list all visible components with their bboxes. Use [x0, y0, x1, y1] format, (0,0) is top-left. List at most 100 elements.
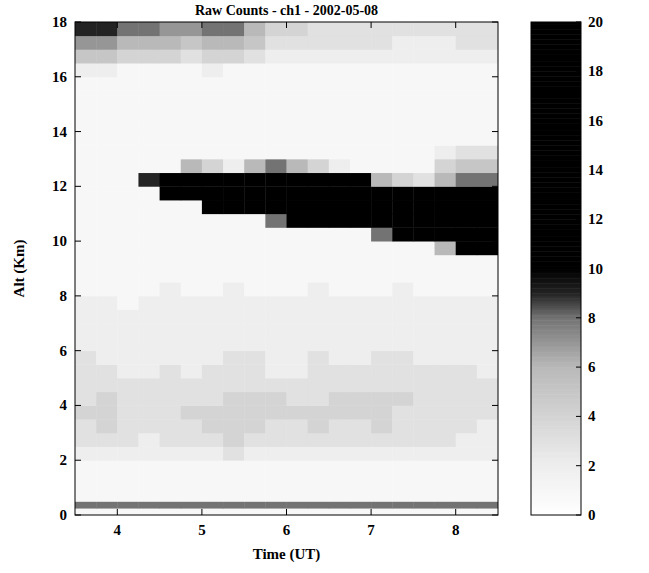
y-tick [75, 22, 81, 23]
cell [223, 323, 245, 337]
colorbar-tick [576, 71, 581, 72]
cell [160, 405, 182, 419]
cell [160, 508, 182, 515]
cell [223, 419, 245, 433]
cell [75, 405, 97, 419]
cell [308, 132, 330, 146]
cell [265, 392, 287, 406]
y-tick [492, 241, 498, 242]
cell [350, 77, 372, 91]
cell [371, 63, 393, 77]
cell [244, 351, 266, 365]
cell [435, 22, 457, 36]
cell [138, 214, 160, 228]
cell [308, 227, 330, 241]
cell [413, 447, 435, 461]
cell [477, 200, 498, 214]
x-tick [371, 22, 372, 28]
cell [138, 405, 160, 419]
cell [75, 460, 97, 474]
cell [96, 364, 118, 378]
cell [477, 488, 498, 502]
cell [371, 282, 393, 296]
cell [308, 323, 330, 337]
cell [413, 364, 435, 378]
cell [477, 296, 498, 310]
cell [435, 337, 457, 351]
colorbar-tick-label: 4 [588, 408, 596, 424]
x-tick [117, 22, 118, 28]
cell [456, 310, 478, 324]
cell [308, 200, 330, 214]
cell [138, 282, 160, 296]
y-tick [75, 405, 81, 406]
cell [181, 419, 203, 433]
cell [329, 282, 351, 296]
cell [96, 392, 118, 406]
cell [392, 447, 414, 461]
cell [456, 118, 478, 132]
cell [160, 241, 182, 255]
y-tick [75, 460, 81, 461]
cell [138, 104, 160, 118]
cell [244, 488, 266, 502]
cell [371, 364, 393, 378]
colorbar [531, 22, 581, 516]
cell [456, 433, 478, 447]
x-tick [455, 509, 456, 515]
cell [392, 460, 414, 474]
cell [160, 214, 182, 228]
cell [265, 77, 287, 91]
cell [75, 508, 97, 515]
cell [477, 447, 498, 461]
cell [392, 255, 414, 269]
cell [308, 488, 330, 502]
cell [96, 474, 118, 488]
cell [329, 323, 351, 337]
y-tick-label: 16 [52, 69, 68, 85]
cell [265, 241, 287, 255]
cell [265, 36, 287, 50]
cell [350, 296, 372, 310]
cell [181, 132, 203, 146]
cell [117, 460, 139, 474]
cell [308, 241, 330, 255]
cell [456, 364, 478, 378]
cell [413, 227, 435, 241]
cell [456, 36, 478, 50]
cell [181, 337, 203, 351]
cell [329, 419, 351, 433]
cell [117, 378, 139, 392]
cell [117, 200, 139, 214]
cell [371, 419, 393, 433]
cell [287, 433, 309, 447]
cell [413, 90, 435, 104]
cell [350, 310, 372, 324]
cell [265, 132, 287, 146]
cell [392, 337, 414, 351]
cell [138, 269, 160, 283]
cell [477, 351, 498, 365]
cell [350, 433, 372, 447]
x-tick-label: 4 [114, 522, 122, 538]
cell [350, 214, 372, 228]
cell [223, 200, 245, 214]
cell [413, 405, 435, 419]
cell [138, 488, 160, 502]
y-tick [492, 295, 498, 296]
cell [138, 419, 160, 433]
cell [96, 255, 118, 269]
cell [117, 118, 139, 132]
cell [371, 49, 393, 63]
cell [371, 36, 393, 50]
cell [350, 227, 372, 241]
cell [75, 118, 97, 132]
cell [202, 337, 224, 351]
cell [371, 214, 393, 228]
cell [244, 200, 266, 214]
cell [117, 22, 139, 36]
cell [117, 132, 139, 146]
cell [117, 173, 139, 187]
cell [202, 90, 224, 104]
cell [477, 63, 498, 77]
